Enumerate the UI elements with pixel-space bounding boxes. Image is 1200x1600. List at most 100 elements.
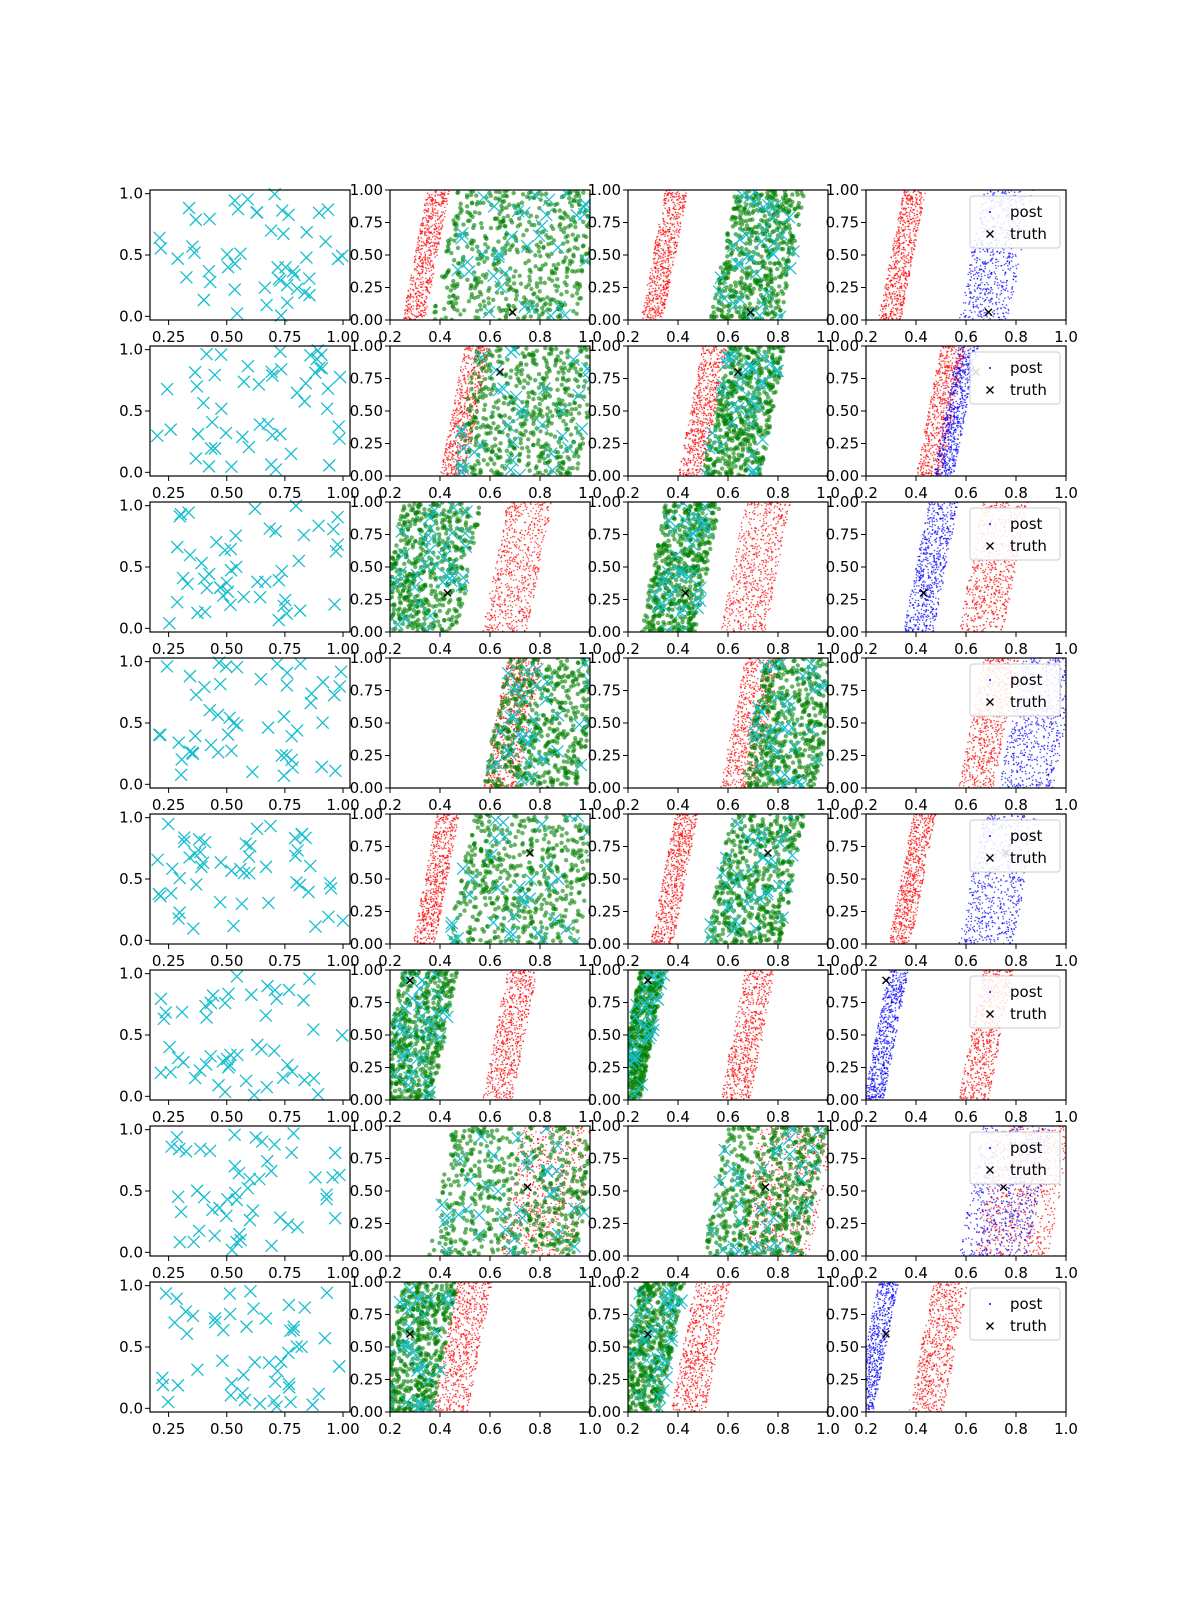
green-point [532, 291, 537, 296]
blue-point [982, 297, 984, 300]
cyan-cross-point [745, 251, 758, 265]
red-point [407, 289, 410, 292]
red-point [892, 260, 894, 263]
x-tick-label: 0.4 [428, 328, 452, 346]
red-point [885, 303, 887, 305]
green-point [729, 266, 734, 272]
green-point [559, 350, 564, 355]
red-point [904, 282, 907, 284]
red-point [464, 412, 466, 414]
red-point [916, 203, 919, 205]
red-point [666, 192, 669, 195]
blue-point [1017, 263, 1019, 265]
red-point [430, 198, 433, 201]
red-point [654, 290, 657, 293]
red-point [460, 389, 462, 392]
green-point [780, 291, 786, 296]
red-point [647, 296, 650, 298]
green-point [514, 428, 519, 434]
red-point [463, 380, 466, 382]
red-point [908, 251, 910, 254]
red-point [459, 457, 461, 460]
red-point [662, 271, 665, 273]
green-point [544, 412, 550, 417]
red-point [464, 378, 466, 381]
red-point [435, 230, 438, 232]
blue-point [998, 284, 1001, 286]
green-point [465, 209, 470, 215]
green-point [549, 278, 555, 283]
red-point [664, 207, 666, 210]
green-point [733, 232, 739, 237]
green-point [743, 211, 749, 216]
red-point [444, 451, 447, 454]
blue-point [969, 267, 971, 270]
blue-point [979, 250, 981, 253]
green-point [775, 213, 780, 219]
red-point [899, 232, 902, 234]
green-point [549, 224, 554, 229]
red-point [909, 228, 911, 231]
red-point [461, 371, 463, 373]
cyan-cross-point [749, 267, 763, 281]
green-point [557, 208, 562, 213]
cyan-cross-point [197, 293, 211, 307]
red-point [462, 358, 465, 361]
red-point [661, 268, 663, 271]
green-point [534, 242, 539, 248]
cyan-cross-point [476, 247, 490, 261]
red-point [665, 283, 668, 285]
green-point [474, 193, 479, 198]
red-point [452, 450, 454, 452]
blue-point [973, 250, 976, 253]
green-point [573, 220, 578, 225]
red-point [893, 297, 896, 300]
red-point [431, 203, 433, 205]
red-point [432, 273, 434, 275]
red-point [440, 471, 442, 473]
blue-point [996, 308, 998, 311]
green-point [495, 226, 500, 231]
red-point [898, 315, 901, 318]
green-point [488, 193, 493, 198]
green-point [759, 254, 764, 259]
cyan-cross-point [726, 239, 740, 253]
red-point [664, 261, 667, 264]
red-point [915, 217, 917, 219]
green-point [718, 265, 723, 270]
green-point [787, 226, 793, 231]
green-point [525, 463, 530, 468]
red-point [451, 466, 453, 469]
red-point [652, 315, 654, 317]
red-point [682, 204, 684, 207]
green-point [495, 406, 501, 411]
green-point [572, 245, 577, 250]
red-point [884, 307, 887, 310]
red-point [419, 260, 422, 263]
green-point [502, 251, 508, 256]
red-point [427, 240, 429, 243]
y-tick-label: 1.00 [826, 181, 859, 199]
cyan-cross-point [482, 305, 496, 319]
red-point [665, 197, 668, 200]
red-point [644, 301, 646, 304]
red-point [457, 456, 460, 459]
red-point [669, 273, 671, 275]
cyan-cross-point [757, 222, 771, 236]
red-point [664, 255, 667, 258]
red-point [441, 219, 444, 222]
red-point [468, 432, 470, 434]
cyan-cross-point [491, 250, 505, 264]
red-point [426, 209, 429, 212]
red-point [424, 227, 427, 229]
x-tick-label: 0.75 [268, 484, 301, 502]
green-point [531, 421, 536, 427]
cyan-cross-point [280, 278, 294, 292]
blue-point [962, 312, 965, 315]
red-point [881, 308, 884, 311]
cyan-cross-point [332, 432, 346, 446]
red-point [888, 264, 891, 266]
red-point [881, 310, 884, 313]
green-point [479, 225, 485, 230]
